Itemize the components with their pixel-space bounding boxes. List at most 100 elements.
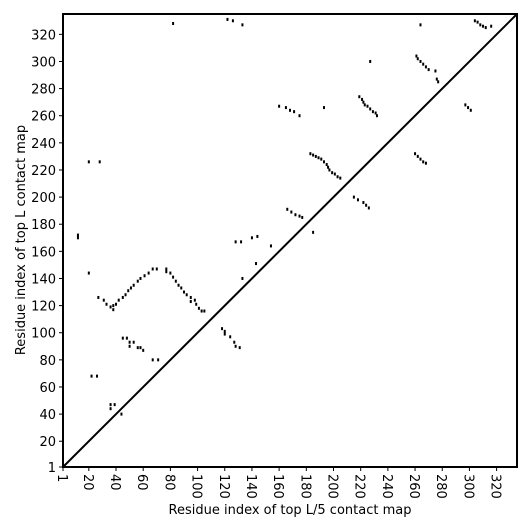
contact-point [231,19,234,23]
contact-point [269,244,272,248]
x-tick-label: 320 [488,474,503,499]
contact-point [109,305,112,309]
contact-point [233,340,236,344]
contact-point [374,111,377,115]
contact-point [328,168,331,172]
contact-point [255,262,258,266]
x-tick-label: 20 [80,474,95,491]
contact-point [112,308,115,312]
contact-point [415,54,418,58]
y-tick-label: 160 [31,245,56,260]
contact-point [165,270,168,274]
contact-point [121,336,124,340]
contact-point [117,298,120,302]
contact-point [238,346,241,350]
contact-point [195,302,198,306]
contact-point [139,276,142,280]
contact-point [143,274,146,278]
contact-point [128,340,131,344]
contact-point [241,23,244,27]
contact-point [363,103,366,107]
contact-point [314,154,317,158]
contact-point [157,358,160,362]
y-axis-label: Residue index of top L contact map [14,125,29,355]
contact-point [312,153,315,157]
contact-point [185,293,188,297]
contact-point [322,106,325,110]
contact-point [189,295,192,299]
plot-frame [62,13,518,468]
contact-point [193,298,196,302]
y-tick-label: 280 [31,83,56,98]
contact-point [132,283,135,287]
contact-point [76,233,79,237]
contact-point [278,104,281,108]
contact-point [284,106,287,110]
contact-point [469,108,472,112]
contact-point [129,286,132,290]
contact-point [473,19,476,23]
contact-point [172,21,175,25]
y-tick-label: 20 [39,435,56,450]
contact-point [476,20,479,24]
contact-point [180,286,183,290]
contact-point [112,304,115,308]
contact-point [221,327,224,331]
contact-point [76,236,79,240]
contact-point [223,329,226,333]
y-tick-label: 40 [39,408,56,423]
contact-point [241,276,244,280]
contact-point [416,154,419,158]
contact-point [362,201,365,205]
contact-point [95,374,98,378]
x-tick-label: 40 [107,474,122,491]
contact-point [289,108,291,112]
contact-point [105,302,108,306]
contact-point [327,165,330,169]
contact-point [125,336,128,340]
x-tick-label: 60 [134,474,149,491]
contact-point [203,309,206,313]
contact-point [484,26,487,30]
y-tick-label: 140 [31,272,56,287]
contact-point [151,267,154,271]
contact-point [124,293,127,297]
contact-point [240,240,243,244]
x-tick-label: 260 [406,474,421,499]
contact-point [155,267,158,271]
y-tick-label: 60 [39,381,56,396]
contact-point [293,110,296,114]
contact-point [419,157,422,161]
contact-point [298,114,301,118]
contact-point [358,95,361,99]
contact-point [136,346,139,350]
contact-point [356,198,359,202]
contact-point [229,335,232,339]
y-tick-label: 1 [48,461,56,476]
y-tick-label: 200 [31,191,56,206]
x-tick-label: 220 [352,474,367,499]
contact-point [435,77,438,81]
contact-point [479,23,482,27]
contact-point [365,203,368,207]
contact-point [234,240,237,244]
x-tick-label: 100 [189,474,204,499]
contact-point [97,295,100,299]
x-tick-label: 80 [161,474,176,491]
contact-point [189,300,192,304]
x-tick-label: 280 [433,474,448,499]
x-tick-label: 180 [297,474,312,499]
x-tick-label: 1 [54,474,69,482]
contact-point [361,97,364,101]
contact-point [320,157,323,161]
contact-point [200,309,203,313]
contact-point [87,160,90,164]
contact-point [165,267,168,271]
contact-point [312,230,315,234]
contact-point [290,210,293,214]
contact-point [369,59,372,63]
contact-point [362,100,365,104]
contact-point [331,171,334,175]
contact-point [416,57,419,61]
contact-point [317,156,320,160]
